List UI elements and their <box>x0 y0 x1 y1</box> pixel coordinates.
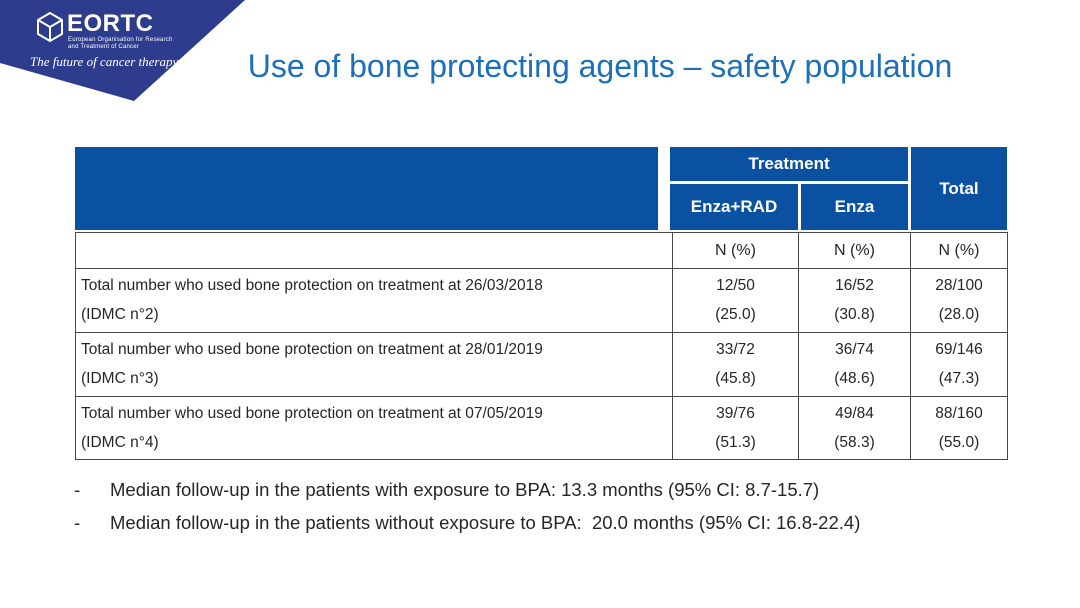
row-label-line2: (IDMC n°2) <box>81 306 159 323</box>
footnote-no-bpa-exposure: - Median follow-up in the patients witho… <box>74 512 1034 534</box>
table-value-cell: 49/84 (58.3) <box>799 397 911 460</box>
header-enza: Enza <box>801 184 908 230</box>
value-pct: (28.0) <box>938 306 980 323</box>
table-value-cell: 69/146 (47.3) <box>911 333 1008 397</box>
footnote-text: Median follow-up in the patients without… <box>110 512 861 533</box>
header-treatment: Treatment <box>670 147 908 181</box>
eortc-cube-icon <box>35 11 65 48</box>
bpa-usage-table: Treatment Enza+RAD Enza Total N (%) N (%… <box>75 147 1008 460</box>
row-label-line2: (IDMC n°3) <box>81 370 159 387</box>
eortc-logo-subtitle-line2: and Treatment of Cancer <box>68 44 139 50</box>
table-body: N (%) N (%) N (%) Total number who used … <box>75 232 1008 460</box>
eortc-logo-subtitle-line1: European Organisation for Research <box>68 37 173 43</box>
value-n: 88/160 <box>935 405 983 422</box>
table-value-cell: 12/50 (25.0) <box>673 269 799 333</box>
eortc-logo-tagline: The future of cancer therapy <box>30 54 179 69</box>
value-n: 16/52 <box>835 277 874 294</box>
slide-title: Use of bone protecting agents – safety p… <box>247 48 953 84</box>
row-label-line1: Total number who used bone protection on… <box>81 277 543 294</box>
value-n: 36/74 <box>835 341 874 358</box>
unit-cell-enza: N (%) <box>799 233 911 269</box>
header-enza-rad: Enza+RAD <box>670 184 798 230</box>
table-row-label: Total number who used bone protection on… <box>76 333 673 397</box>
value-n: 33/72 <box>716 341 755 358</box>
unit-row-empty-cell <box>76 233 673 269</box>
value-pct: (25.0) <box>715 306 756 323</box>
header-empty-cell <box>75 147 658 230</box>
value-pct: (58.3) <box>834 434 875 451</box>
value-n: 69/146 <box>935 341 983 358</box>
table-value-cell: 33/72 (45.8) <box>673 333 799 397</box>
eortc-logo-subtitle: European Organisation for Research and T… <box>68 37 173 51</box>
value-pct: (47.3) <box>938 370 980 387</box>
row-label-line1: Total number who used bone protection on… <box>81 341 543 358</box>
row-label-line2: (IDMC n°4) <box>81 434 159 451</box>
value-pct: (30.8) <box>834 306 875 323</box>
value-n: 39/76 <box>716 405 755 422</box>
table-value-cell: 39/76 (51.3) <box>673 397 799 460</box>
footnote-dash: - <box>74 479 81 500</box>
footnote-dash: - <box>74 512 81 533</box>
table-row-label: Total number who used bone protection on… <box>76 269 673 333</box>
value-n: 12/50 <box>716 277 755 294</box>
value-pct: (51.3) <box>715 434 756 451</box>
header-total: Total <box>911 147 1007 230</box>
table-value-cell: 36/74 (48.6) <box>799 333 911 397</box>
eortc-logo-text: EORTC <box>67 10 154 37</box>
footnote-bpa-exposure: - Median follow-up in the patients with … <box>74 479 1034 501</box>
value-pct: (48.6) <box>834 370 875 387</box>
value-n: 49/84 <box>835 405 874 422</box>
row-label-line1: Total number who used bone protection on… <box>81 405 543 422</box>
value-pct: (55.0) <box>938 434 980 451</box>
footnotes: - Median follow-up in the patients with … <box>74 479 1034 545</box>
table-value-cell: 16/52 (30.8) <box>799 269 911 333</box>
footnote-text: Median follow-up in the patients with ex… <box>110 479 820 500</box>
table-value-cell: 28/100 (28.0) <box>911 269 1008 333</box>
table-row-label: Total number who used bone protection on… <box>76 397 673 460</box>
table-value-cell: 88/160 (55.0) <box>911 397 1008 460</box>
value-pct: (45.8) <box>715 370 756 387</box>
value-n: 28/100 <box>935 277 983 294</box>
unit-cell-enza-rad: N (%) <box>673 233 799 269</box>
unit-cell-total: N (%) <box>911 233 1008 269</box>
